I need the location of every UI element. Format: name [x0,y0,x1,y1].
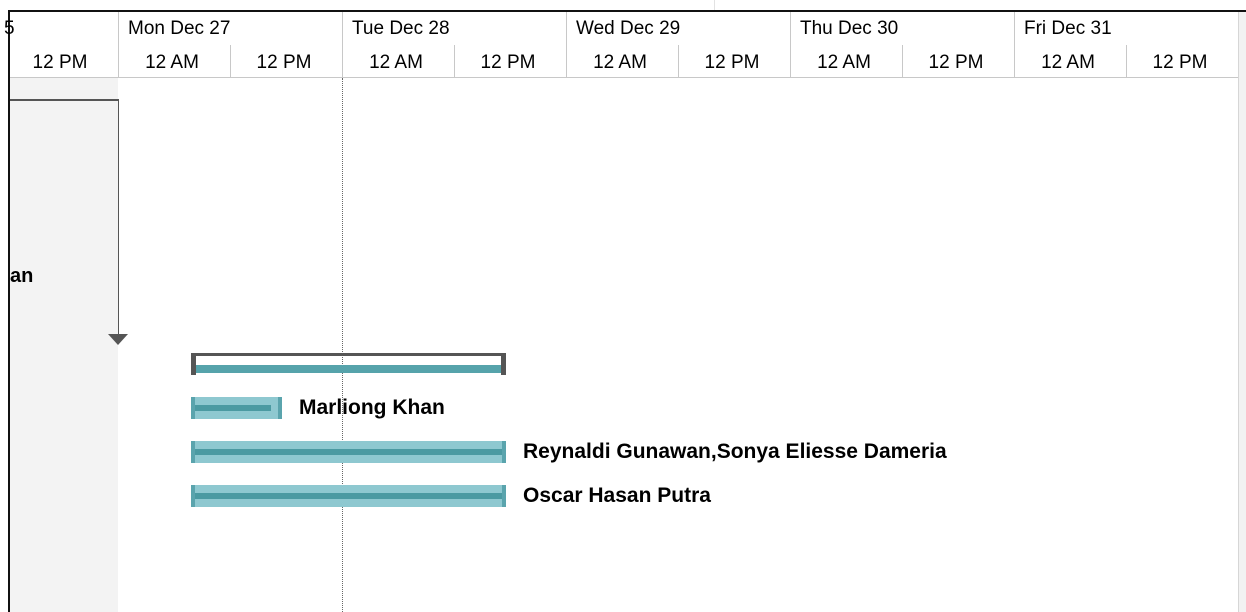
day-divider [118,12,119,78]
task-label-partial: an [10,265,34,287]
scrollbar-track[interactable] [1238,12,1246,612]
day-label-fri: Fri Dec 31 [1024,18,1112,39]
hour-divider [902,45,903,78]
task-bar-handle-start[interactable] [191,485,195,507]
dependency-link [117,99,119,335]
hour-label: 12 AM [593,52,647,73]
task-bar-handle-start[interactable] [191,397,195,419]
timeline-header: 5 Mon Dec 27 Tue Dec 28 Wed Dec 29 Thu D… [4,12,1238,78]
dependency-link [10,99,119,101]
day-label-thu: Thu Dec 30 [800,18,899,39]
task-bar-handle-end[interactable] [502,441,506,463]
left-border [8,10,10,612]
task-assignee-label: Reynaldi Gunawan,Sonya Eliesse Dameria [523,440,947,463]
hour-label: 12 PM [480,52,536,73]
day-divider [1014,12,1015,78]
hour-label: 12 AM [1041,52,1095,73]
hour-label: 12 PM [704,52,760,73]
task-bar-handle-start[interactable] [191,441,195,463]
hour-divider [1126,45,1127,78]
hour-label: 12 PM [256,52,312,73]
task-bar-handle-end[interactable] [278,397,282,419]
task-progress [191,493,506,499]
today-marker [342,78,343,612]
hour-divider [230,45,231,78]
day-divider [342,12,343,78]
day-divider [566,12,567,78]
hour-label: 12 AM [145,52,199,73]
hour-label: 12 PM [1152,52,1208,73]
task-bar-handle-end[interactable] [502,485,506,507]
hour-label: 12 PM [928,52,984,73]
day-label-mon: Mon Dec 27 [128,18,231,39]
day-label-partial: 5 [4,18,15,39]
day-divider [790,12,791,78]
hour-divider [454,45,455,78]
weekend-shading [10,78,118,612]
task-assignee-label: Marliong Khan [299,396,445,419]
hour-divider [678,45,679,78]
pane-divider [714,0,715,10]
summary-task-bar[interactable] [191,353,506,375]
summary-bar-end-cap [501,353,506,375]
day-label-wed: Wed Dec 29 [576,18,681,39]
task-bar[interactable] [191,485,506,507]
summary-bar-top [191,353,506,356]
top-border [8,10,1246,12]
task-bar[interactable] [191,397,282,419]
hour-label: 12 AM [369,52,423,73]
summary-bar-fill [191,365,506,373]
task-bar[interactable] [191,441,506,463]
hour-label: 12 AM [817,52,871,73]
task-progress [191,405,271,411]
dependency-arrow-icon [108,334,128,345]
task-assignee-label: Oscar Hasan Putra [523,484,711,507]
hour-label: 12 PM [32,52,88,73]
summary-bar-start-cap [191,353,196,375]
task-progress [191,449,506,455]
day-label-tue: Tue Dec 28 [352,18,450,39]
header-separator [10,77,1238,78]
